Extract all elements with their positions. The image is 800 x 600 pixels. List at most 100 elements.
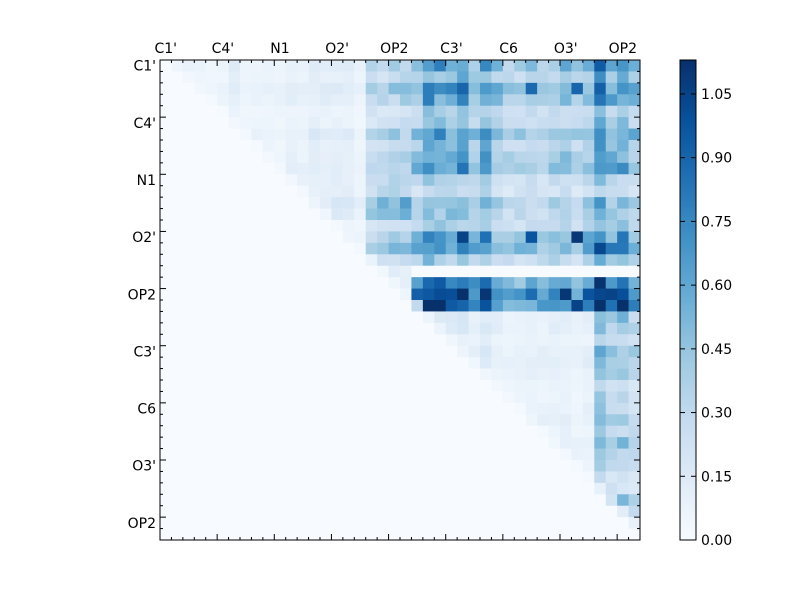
heatmap-cell bbox=[571, 357, 584, 369]
heatmap-cell bbox=[537, 140, 549, 152]
heatmap-cell bbox=[262, 117, 275, 129]
heatmap-cell bbox=[262, 128, 275, 141]
heatmap-cell bbox=[502, 71, 515, 84]
heatmap-cell bbox=[262, 357, 275, 369]
heatmap-cell bbox=[320, 117, 332, 129]
heatmap-cell bbox=[205, 402, 218, 415]
heatmap-cell bbox=[388, 208, 401, 221]
heatmap-cell bbox=[594, 117, 607, 129]
heatmap-cell bbox=[571, 60, 584, 72]
heatmap-cell bbox=[365, 300, 378, 312]
heatmap-cell bbox=[468, 528, 481, 541]
heatmap-cell bbox=[228, 482, 241, 495]
heatmap-cell bbox=[605, 425, 618, 438]
heatmap-cell bbox=[274, 345, 287, 358]
heatmap-cell bbox=[182, 357, 195, 369]
heatmap-cell bbox=[160, 334, 172, 347]
heatmap-cell bbox=[365, 334, 378, 347]
heatmap-cell bbox=[514, 288, 527, 301]
heatmap-cell bbox=[582, 128, 595, 141]
heatmap-cell bbox=[251, 460, 264, 472]
heatmap-cell bbox=[217, 368, 229, 381]
heatmap-cell bbox=[171, 105, 184, 118]
heatmap-cell bbox=[400, 265, 412, 278]
heatmap-cell bbox=[217, 71, 229, 84]
heatmap-cell bbox=[434, 265, 447, 278]
heatmap-cell bbox=[194, 128, 207, 141]
heatmap-cell bbox=[514, 311, 527, 324]
heatmap-cell bbox=[365, 128, 378, 141]
heatmap-cell bbox=[228, 254, 241, 267]
heatmap-cell bbox=[354, 471, 367, 484]
heatmap-cell bbox=[297, 117, 309, 129]
heatmap-cell bbox=[171, 60, 184, 72]
heatmap-cell bbox=[525, 471, 538, 484]
heatmap-cell bbox=[194, 311, 207, 324]
heatmap-cell bbox=[182, 140, 195, 152]
heatmap-cell bbox=[228, 128, 241, 141]
heatmap-cell bbox=[560, 265, 572, 278]
heatmap-cell bbox=[468, 334, 481, 347]
heatmap-cell bbox=[434, 105, 447, 118]
heatmap-cell bbox=[617, 105, 629, 118]
heatmap-cell bbox=[217, 117, 229, 129]
heatmap-cell bbox=[365, 242, 378, 255]
heatmap-cell bbox=[411, 82, 424, 95]
heatmap-cell bbox=[331, 220, 344, 232]
heatmap-cell bbox=[582, 482, 595, 495]
heatmap-cell bbox=[605, 197, 618, 209]
heatmap-cell bbox=[480, 368, 492, 381]
heatmap-cell bbox=[457, 414, 469, 427]
heatmap-cell bbox=[400, 482, 412, 495]
heatmap-cell bbox=[617, 208, 629, 221]
heatmap-cell bbox=[274, 220, 287, 232]
heatmap-cell bbox=[171, 162, 184, 175]
heatmap-cell bbox=[182, 220, 195, 232]
heatmap-cell bbox=[297, 471, 309, 484]
heatmap-cell bbox=[262, 517, 275, 529]
heatmap-cell bbox=[605, 151, 618, 164]
heatmap-cell bbox=[502, 505, 515, 518]
heatmap-cell bbox=[457, 505, 469, 518]
heatmap-cell bbox=[320, 505, 332, 518]
heatmap-cell bbox=[422, 471, 435, 484]
heatmap-cell bbox=[560, 494, 572, 507]
heatmap-cell bbox=[594, 94, 607, 107]
heatmap-cell bbox=[468, 174, 481, 187]
heatmap-cell bbox=[560, 460, 572, 472]
heatmap-cell bbox=[422, 311, 435, 324]
heatmap-cell bbox=[628, 117, 641, 129]
heatmap-cell bbox=[445, 277, 458, 289]
heatmap-cell bbox=[571, 402, 584, 415]
heatmap-cell bbox=[217, 105, 229, 118]
heatmap-cell bbox=[457, 162, 469, 175]
heatmap-cell bbox=[285, 277, 298, 289]
heatmap-cell bbox=[537, 105, 549, 118]
heatmap-cell bbox=[617, 151, 629, 164]
heatmap-cell bbox=[240, 471, 252, 484]
heatmap-cell bbox=[491, 117, 504, 129]
heatmap-cell bbox=[422, 505, 435, 518]
heatmap-cell bbox=[365, 105, 378, 118]
heatmap-cell bbox=[285, 402, 298, 415]
heatmap-cell bbox=[205, 528, 218, 541]
heatmap-cell bbox=[160, 471, 172, 484]
heatmap-cell bbox=[240, 345, 252, 358]
heatmap-cell bbox=[525, 448, 538, 461]
heatmap-cell bbox=[262, 220, 275, 232]
heatmap-cell bbox=[582, 494, 595, 507]
heatmap-cell bbox=[240, 437, 252, 449]
heatmap-cell bbox=[411, 197, 424, 209]
heatmap-cell bbox=[468, 311, 481, 324]
heatmap-cell bbox=[502, 208, 515, 221]
heatmap-cell bbox=[217, 265, 229, 278]
heatmap-cell bbox=[342, 197, 355, 209]
heatmap-cell bbox=[251, 277, 264, 289]
heatmap-cell bbox=[240, 151, 252, 164]
heatmap-cell bbox=[411, 71, 424, 84]
heatmap-cell bbox=[342, 220, 355, 232]
heatmap-cell bbox=[331, 254, 344, 267]
heatmap-cell bbox=[582, 425, 595, 438]
heatmap-cell bbox=[274, 322, 287, 335]
heatmap-cell bbox=[297, 425, 309, 438]
